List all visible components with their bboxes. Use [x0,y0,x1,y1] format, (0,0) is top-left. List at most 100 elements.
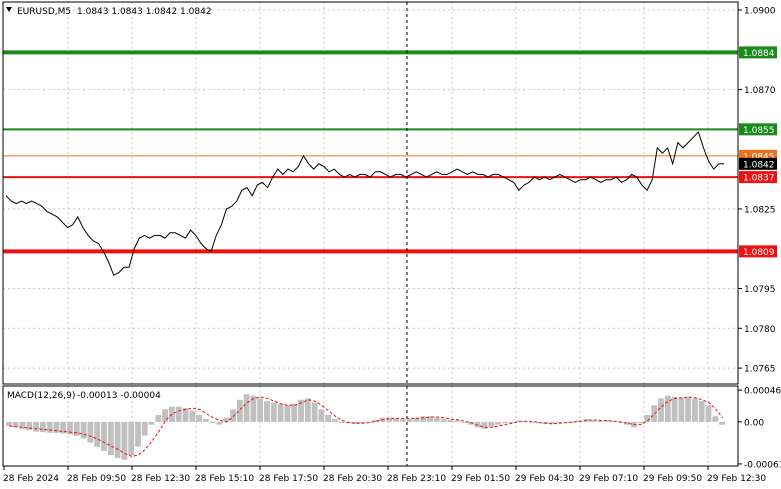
macd-bar [549,421,556,424]
x-axis-tick-label: 29 Feb 07:10 [579,474,638,484]
macd-bar [332,419,338,422]
macd-bar [284,405,291,422]
macd-bar [203,419,209,422]
chevron-down-icon[interactable] [6,7,12,12]
macd-bar [298,399,304,422]
macd-bar [73,421,80,436]
macd-axis-tick-label: 0.00046 [744,387,781,397]
macd-bar [311,402,318,422]
macd-bar [352,421,359,424]
horizontal-levels [3,50,738,254]
y-axis-tick-label: 1.0795 [744,285,776,295]
macd-bar [338,421,345,423]
macd-bar [148,421,155,425]
x-axis-tick-label: 28 Feb 2024 [3,474,59,484]
macd-bar [393,418,399,422]
macd-bar [372,419,379,422]
macd-bar [257,398,264,422]
level-tag-label: 1.0809 [743,248,775,258]
macd-bar [671,397,678,422]
macd-bar [189,410,196,422]
macd-bar [12,421,19,428]
macd-bar [264,401,270,422]
y-axis-tick-label: 1.0765 [744,365,776,375]
x-axis-tick-label: 29 Feb 01:50 [451,474,510,484]
macd-bar [685,397,691,422]
x-axis-tick-label: 29 Feb 04:30 [515,474,574,484]
macd-bar [651,405,658,422]
macd-bar [250,395,257,422]
macd-bar [223,417,230,422]
macd-bar [26,421,33,431]
symbol-label: EURUSD,M5 [17,7,71,17]
macd-bar [698,401,705,422]
macd-bar [488,421,495,427]
x-axis-tick-label: 29 Feb 09:50 [643,474,702,484]
macd-bar [712,416,719,422]
macd-bar [6,421,12,426]
macd-bar [420,416,427,422]
x-axis-tick-label: 28 Feb 15:10 [195,474,254,484]
y-axis-tick-label: 1.0870 [744,86,776,96]
macd-bar [461,421,467,423]
macd-bar [596,420,603,422]
macd-axis-tick-label: 0.00 [744,418,764,428]
macd-bar [590,419,596,422]
macd-bar [87,421,94,443]
price-series [5,2,724,466]
price-panel-frame [2,1,739,385]
y-axis-tick-label: 1.0825 [744,205,776,215]
macd-bar [141,421,148,436]
macd-bar [135,421,141,447]
macd-bar [603,420,610,422]
axes: 1.0900 1.0870 1.0825 1.0795 1.0780 1.0765 0.00… [3,6,781,484]
x-axis-tick-label: 28 Feb 09:50 [67,474,126,484]
macd-bar [94,421,101,447]
macd-bar [175,406,182,422]
macd-bar [637,421,644,424]
macd-bar [692,398,698,422]
macd-bar [270,402,277,422]
macd-bar [182,408,189,422]
price-tags: 1.0884 1.0855 1.0845 1.0837 1.0809 1.0842 [739,46,777,258]
x-axis-tick-label: 28 Feb 20:30 [323,474,382,484]
macd-bar [427,416,433,422]
macd-bar [433,417,440,422]
x-axis-tick-label: 29 Feb 12:30 [707,474,766,484]
macd-bar [664,395,671,422]
macd-bar [325,415,331,422]
macd-bar [529,421,535,423]
macd-bar [67,421,73,435]
macd-bar [406,419,413,422]
macd-bar [624,421,630,425]
level-tag-label: 1.0884 [743,49,775,59]
macd-bar [658,398,664,422]
ohlc-values: 1.0843 1.0843 1.0842 1.0842 [77,7,212,17]
macd-bar [121,421,128,460]
macd-bar [569,421,576,423]
macd-bar [719,421,725,425]
level-tag [739,171,777,184]
macd-panel [6,394,725,460]
macd-bar [467,421,474,425]
x-axis-tick-label: 28 Feb 12:30 [131,474,190,484]
macd-bar [216,421,223,425]
level-tag-label: 1.0837 [743,174,775,184]
macd-bar [413,417,420,422]
macd-bar [80,421,87,439]
level-tag-label: 1.0845 [743,152,775,162]
macd-bar [155,415,162,422]
price-line [5,131,724,276]
macd-bar [610,421,617,423]
macd-bar [386,417,393,422]
grid [3,2,738,466]
macd-bar [243,394,250,422]
macd-bar [454,420,461,422]
macd-bar [53,421,60,433]
current-price-label: 1.0842 [743,160,775,170]
macd-bar [501,421,508,424]
macd-bar [508,421,515,423]
macd-bar [209,421,216,423]
